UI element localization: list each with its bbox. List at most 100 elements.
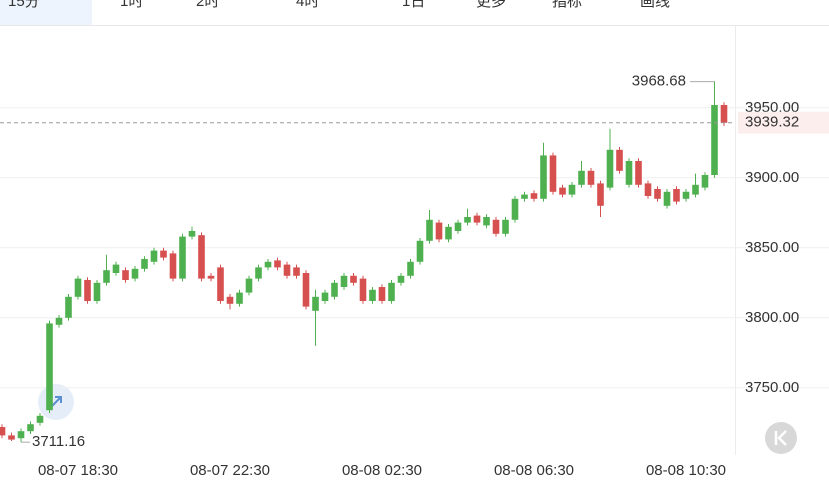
x-tick-label: 08-08 02:30 — [342, 462, 422, 479]
candle-body — [17, 431, 25, 439]
candle-body — [122, 270, 129, 280]
candle-body — [720, 105, 728, 123]
y-tick-label: 3800.00 — [745, 309, 799, 326]
candle-body — [217, 267, 224, 301]
candle-body — [169, 253, 177, 279]
y-tick-label: 3900.00 — [745, 169, 799, 186]
candle-body — [597, 183, 604, 206]
candle-body — [27, 424, 34, 432]
candle-body — [549, 155, 557, 192]
candle-body — [492, 219, 500, 234]
candle-body — [226, 296, 234, 304]
last-price-box — [738, 111, 829, 134]
candle-body — [283, 264, 291, 276]
x-tick-label: 08-08 10:30 — [646, 462, 726, 479]
candle-body — [131, 268, 139, 279]
candle-body — [521, 194, 528, 199]
candle-body — [350, 275, 357, 283]
tab-label[interactable]: 指标 — [552, 0, 582, 10]
candle-body — [502, 219, 509, 234]
candle-body — [245, 278, 253, 293]
y-tick-label: 3750.00 — [745, 379, 799, 396]
candle-body — [464, 217, 471, 223]
x-tick-label: 08-07 22:30 — [190, 462, 270, 479]
tab-label[interactable]: 画线 — [640, 0, 670, 10]
tab-label[interactable]: 4时 — [296, 0, 319, 10]
candle-body — [606, 149, 614, 188]
candle-body — [616, 149, 623, 171]
candle-body — [473, 215, 481, 223]
candle-body — [625, 161, 633, 185]
candle-body — [407, 261, 414, 276]
candle-body — [692, 184, 699, 195]
candle-body — [112, 264, 120, 273]
x-tick-label: 08-08 06:30 — [494, 462, 574, 479]
candle-body — [331, 282, 338, 297]
reset-button[interactable] — [765, 422, 797, 454]
reset-icon — [774, 430, 787, 446]
tab-label[interactable]: 1时 — [120, 0, 143, 10]
tab-label[interactable]: 15分 — [8, 0, 40, 10]
candle-body — [435, 222, 443, 240]
candle-body — [530, 193, 538, 199]
candle-body — [188, 231, 196, 237]
candle-body — [255, 267, 262, 279]
tab-label[interactable]: 更多 — [476, 0, 506, 10]
candle-body — [388, 282, 395, 301]
candle-body — [359, 278, 367, 301]
candle-body — [264, 261, 272, 268]
candle-body — [141, 259, 148, 269]
candle-body — [198, 235, 205, 279]
candle-body — [36, 415, 44, 423]
candle-body — [454, 222, 462, 231]
candle-body — [340, 275, 348, 287]
candle-body — [483, 217, 490, 226]
high-marker-label: 3968.68 — [632, 73, 686, 90]
candle-body — [426, 219, 433, 241]
candle-body — [274, 260, 281, 268]
candle-body — [369, 289, 376, 301]
candle-body — [160, 250, 167, 258]
candle-body — [711, 105, 718, 175]
candle-body — [46, 323, 53, 411]
candle-body — [293, 267, 300, 276]
candle-body — [93, 282, 101, 301]
candle-body — [65, 296, 72, 318]
y-tick-label: 3850.00 — [745, 239, 799, 256]
candle-body — [397, 275, 405, 283]
candle-body — [103, 270, 110, 283]
y-tick-label: 3950.00 — [745, 99, 799, 116]
candle-body — [207, 275, 215, 279]
candle-body — [378, 287, 386, 301]
tab-label[interactable]: 2时 — [196, 0, 219, 10]
last-price-label: 3939.32 — [745, 114, 799, 131]
candle-body — [559, 187, 566, 195]
candle-body — [701, 175, 709, 188]
low-marker-label: 3711.16 — [32, 433, 85, 450]
candle-body — [635, 161, 642, 185]
x-tick-label: 08-07 18:30 — [38, 462, 118, 479]
tab-label[interactable]: 1日 — [402, 0, 425, 10]
candle-body — [663, 191, 671, 206]
candle-body — [8, 435, 15, 440]
candle-body — [578, 170, 585, 185]
candle-body — [321, 292, 329, 301]
candle-body — [84, 280, 91, 301]
candle-body — [654, 189, 661, 199]
candle-body — [445, 226, 452, 240]
candle-body — [302, 273, 310, 307]
candle-body — [644, 183, 652, 196]
candle-body — [540, 155, 547, 199]
candle-body — [0, 427, 6, 436]
candle-body — [312, 296, 319, 311]
candle-body — [74, 278, 82, 297]
candle-body — [179, 236, 186, 279]
candle-body — [511, 198, 519, 220]
candle-body — [236, 292, 243, 304]
candle-body — [416, 240, 424, 262]
candle-body — [682, 191, 690, 199]
active-tab-bg — [0, 0, 92, 25]
candle-body — [587, 170, 595, 185]
